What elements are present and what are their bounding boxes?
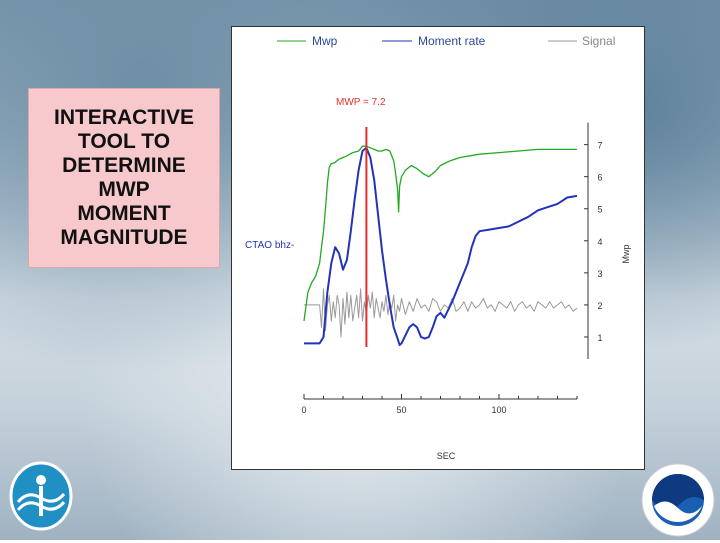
title-line: DETERMINE [62,154,186,177]
legend: Mwp Moment rate Signal [277,34,615,48]
y-tick-label: 7 [597,141,602,151]
axes: 1 2 3 4 5 6 7 0 50 100 [301,122,603,415]
y-axis-label: Mwp [621,244,631,263]
title-line: MAGNITUDE [60,226,188,249]
legend-moment-rate-label: Moment rate [418,34,486,48]
mwp-annotation: MWP = 7.2 [336,97,386,108]
x-tick-label: 50 [396,405,406,415]
y-tick-label: 1 [597,333,602,343]
plot-area [303,127,578,347]
title-line: TOOL TO [77,130,171,153]
title-line: MWP [98,178,150,201]
noaa-logo [640,462,716,538]
series-moment-rate-line [304,146,578,346]
x-axis-label: SEC [437,451,456,461]
legend-mwp-label: Mwp [312,34,338,48]
title-line: MOMENT [77,202,171,225]
y-tick-label: 6 [597,173,602,183]
title-line: INTERACTIVE [53,106,194,129]
slide-title: INTERACTIVE TOOL TO DETERMINE MWP MOMENT… [54,106,194,250]
ioc-unesco-logo [8,460,74,532]
y-tick-label: 3 [597,269,602,279]
y-tick-label: 5 [597,205,602,215]
slide-title-box: INTERACTIVE TOOL TO DETERMINE MWP MOMENT… [28,88,220,268]
x-tick-label: 0 [301,405,306,415]
x-tick-label: 100 [491,405,506,415]
mwp-chart: Mwp Moment rate Signal MWP = 7.2 CTAO bh… [245,34,631,461]
series-signal-line [304,288,578,338]
station-label: CTAO bhz- [245,240,294,251]
series-mwp-line [303,145,577,321]
chart-panel: Mwp Moment rate Signal MWP = 7.2 CTAO bh… [231,26,645,470]
y-tick-label: 2 [597,301,602,311]
legend-signal-label: Signal [582,34,615,48]
y-tick-label: 4 [597,237,602,247]
